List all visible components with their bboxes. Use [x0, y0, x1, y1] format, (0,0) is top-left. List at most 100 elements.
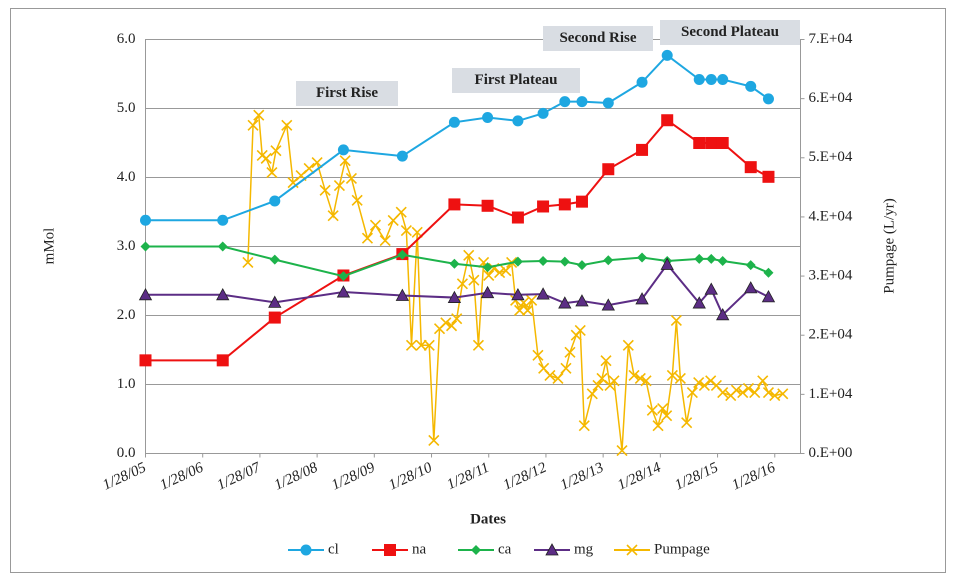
marker [468, 274, 480, 286]
marker [268, 311, 281, 324]
chart-frame [10, 8, 946, 573]
legend-label: Pumpage [654, 541, 710, 557]
marker [636, 76, 648, 88]
marker [737, 387, 749, 399]
marker [601, 298, 615, 311]
marker [559, 256, 570, 267]
marker [336, 285, 351, 298]
marker [338, 271, 349, 282]
marker [717, 387, 729, 399]
marker [337, 144, 349, 156]
marker [578, 420, 590, 432]
marker [586, 388, 598, 400]
marker [472, 339, 485, 351]
y-tick-label: 3.0 [117, 238, 136, 254]
annotation: First Plateau [475, 72, 558, 88]
y2-axis-label: Pumpage (L/yr) [881, 198, 897, 293]
marker [269, 195, 281, 207]
marker [693, 376, 705, 389]
marker [217, 241, 228, 252]
marker [670, 314, 682, 326]
marker [717, 74, 729, 86]
marker [544, 369, 556, 381]
y-tick-label: 1.0 [117, 376, 136, 392]
y-tick-label: 5.0 [117, 100, 136, 116]
marker [660, 257, 674, 270]
y2-tick-label: 7.E+04 [809, 31, 853, 47]
marker [762, 387, 775, 399]
marker [552, 372, 564, 384]
y2-tick-label: 3.E+04 [809, 268, 853, 284]
marker [761, 290, 776, 303]
marker [640, 375, 652, 387]
y-tick-label: 6.0 [117, 31, 136, 47]
marker [522, 304, 534, 316]
marker [400, 224, 412, 237]
annotation-box [296, 81, 398, 106]
legend-item: ca [458, 541, 512, 557]
marker [657, 402, 669, 415]
marker [681, 417, 693, 429]
marker [512, 256, 523, 267]
marker [423, 339, 435, 351]
y2-tick-label: 5.E+04 [809, 149, 853, 165]
marker [600, 355, 612, 367]
marker [140, 241, 151, 252]
marker [661, 114, 674, 127]
marker [538, 255, 549, 266]
legend-label: mg [574, 541, 594, 557]
legend-label: cl [328, 541, 339, 557]
annotation: First Rise [316, 85, 378, 101]
marker [716, 137, 729, 149]
marker [666, 369, 678, 381]
marker [319, 184, 331, 196]
marker [242, 256, 254, 269]
marker [634, 372, 646, 384]
y2-tick-label: 2.E+04 [809, 327, 853, 343]
marker [483, 269, 495, 282]
marker [456, 278, 468, 290]
marker [397, 249, 408, 260]
marker [445, 320, 458, 332]
marker [777, 388, 789, 400]
marker [742, 382, 755, 395]
marker [661, 410, 673, 422]
marker [415, 339, 427, 351]
marker [253, 109, 265, 121]
marker [576, 96, 588, 108]
legend-label: na [412, 541, 427, 557]
marker [270, 145, 282, 157]
marker [480, 285, 495, 299]
marker [575, 195, 588, 208]
marker [514, 304, 526, 316]
marker [693, 74, 705, 86]
marker [628, 369, 640, 381]
marker [511, 287, 525, 301]
marker [428, 434, 440, 447]
marker [532, 349, 544, 361]
marker [545, 543, 559, 556]
marker [140, 214, 151, 226]
y2-tick-label: 6.E+04 [809, 90, 853, 106]
marker [482, 262, 493, 273]
legend-item: na [372, 541, 427, 557]
marker [558, 296, 572, 309]
marker [247, 119, 259, 131]
marker [451, 313, 463, 325]
marker [608, 375, 620, 387]
marker [693, 137, 706, 149]
y-tick-label: 2.0 [117, 307, 136, 323]
marker [706, 253, 717, 264]
annotation: Second Plateau [681, 24, 779, 40]
marker [351, 194, 363, 206]
marker [440, 317, 452, 329]
marker [512, 115, 524, 127]
annotation-box [543, 26, 653, 51]
marker [345, 172, 358, 185]
marker [757, 375, 769, 387]
marker [564, 346, 576, 358]
marker [602, 163, 615, 176]
marker [266, 167, 278, 179]
marker [717, 255, 728, 266]
